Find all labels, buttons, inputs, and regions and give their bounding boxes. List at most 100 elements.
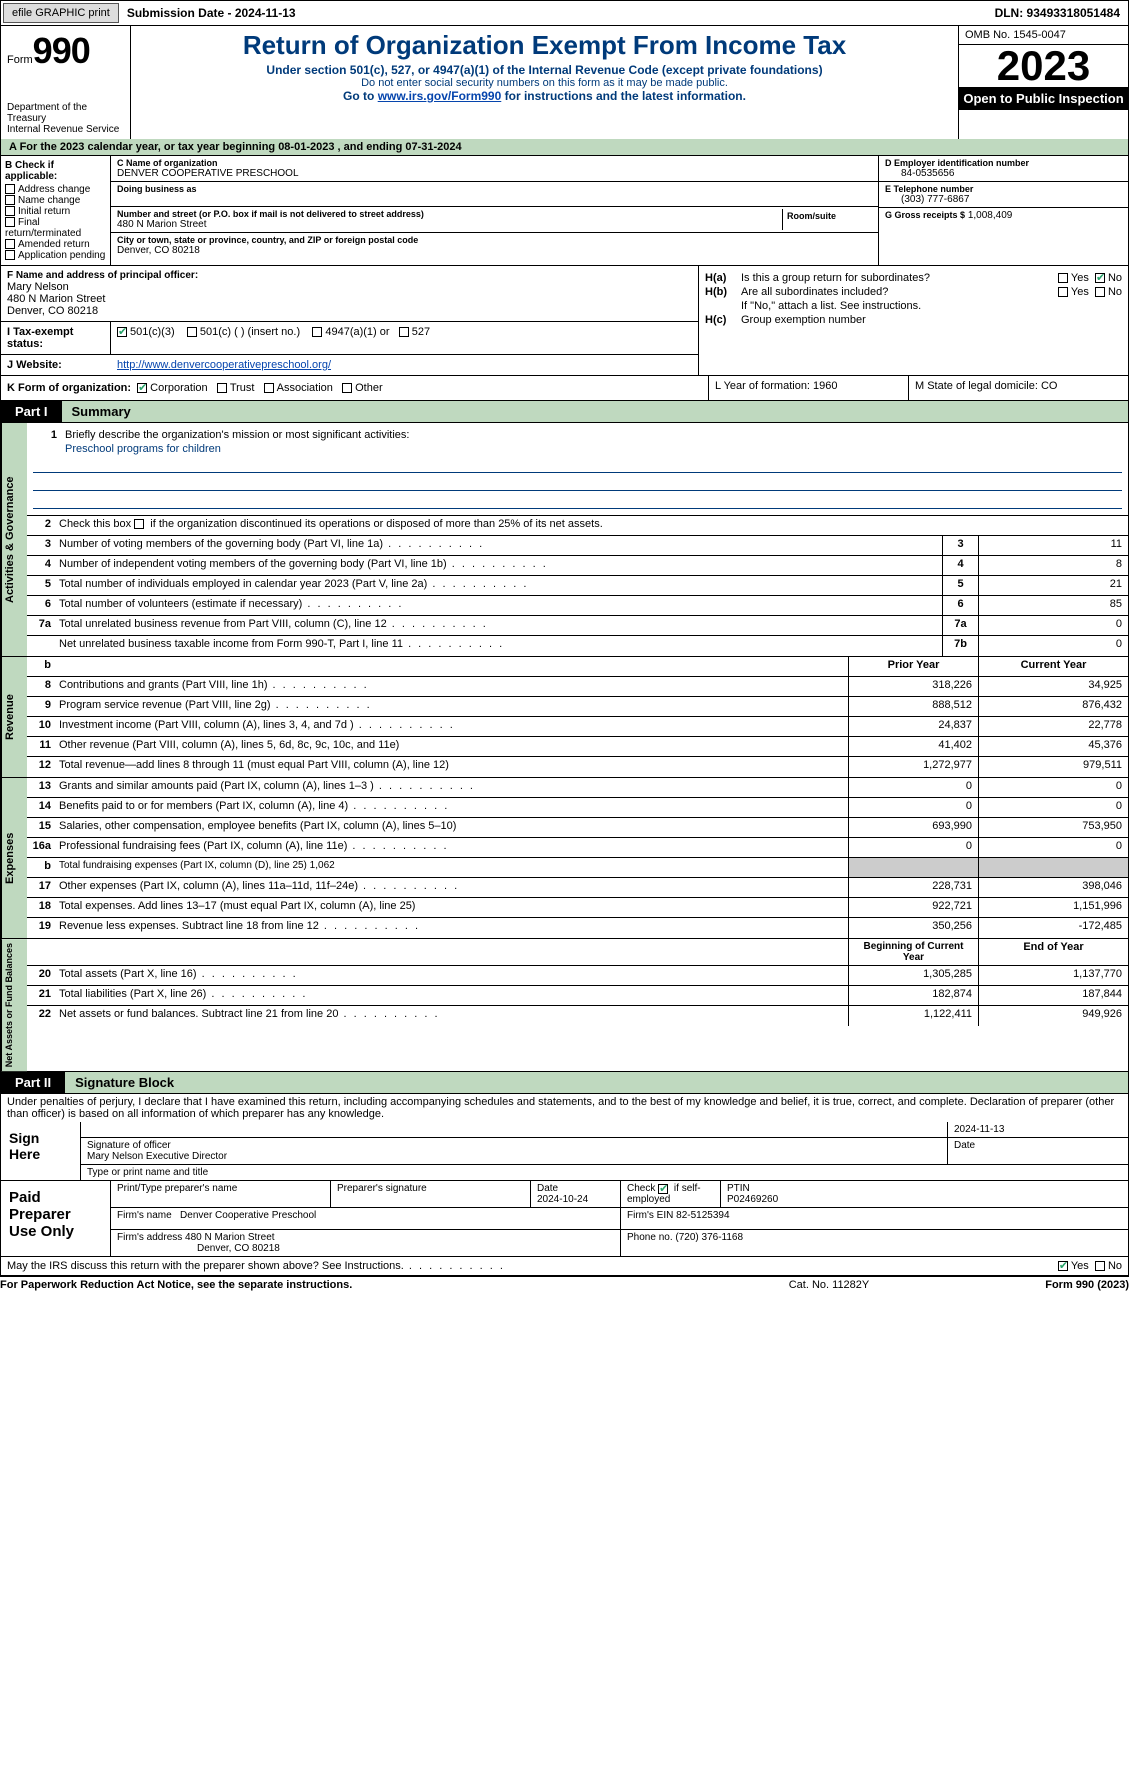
prep-h1: Print/Type preparer's name xyxy=(111,1181,331,1207)
line9-prior: 888,512 xyxy=(848,697,978,716)
checkbox-hb-yes[interactable] xyxy=(1058,287,1068,297)
line7b-val: 0 xyxy=(978,636,1128,656)
line7b-text: Net unrelated business taxable income fr… xyxy=(55,636,942,656)
checkbox-corporation[interactable] xyxy=(137,383,147,393)
checkbox-name-change[interactable] xyxy=(5,195,15,205)
efile-print-button[interactable]: efile GRAPHIC print xyxy=(3,3,119,23)
department: Department of the Treasury Internal Reve… xyxy=(7,102,124,135)
k-opt-2: Association xyxy=(277,382,333,394)
firm-ein: 82-5125394 xyxy=(676,1210,729,1221)
b-opt-3: Final return/terminated xyxy=(5,217,81,239)
part1-header: Part I Summary xyxy=(0,401,1129,423)
line16b-prior-grey xyxy=(848,858,978,877)
hb-text: Are all subordinates included? xyxy=(741,286,1012,298)
line11-prior: 41,402 xyxy=(848,737,978,756)
line21-text: Total liabilities (Part X, line 26) xyxy=(55,986,848,1005)
line17-curr: 398,046 xyxy=(978,878,1128,897)
discuss-row: May the IRS discuss this return with the… xyxy=(0,1257,1129,1276)
g-label: G Gross receipts $ xyxy=(885,210,965,220)
ein-value: 84-0535656 xyxy=(885,168,1122,179)
k-opt-0: Corporation xyxy=(150,382,207,394)
year-formation: L Year of formation: 1960 xyxy=(708,376,908,400)
i-opt-2: 4947(a)(1) or xyxy=(325,326,389,338)
checkbox-501c3[interactable] xyxy=(117,327,127,337)
checkbox-application-pending[interactable] xyxy=(5,250,15,260)
mission-text: Preschool programs for children xyxy=(33,443,1122,455)
discuss-no: No xyxy=(1108,1260,1122,1272)
line3-val: 11 xyxy=(978,536,1128,555)
checkbox-address-change[interactable] xyxy=(5,184,15,194)
part1-tag: Part I xyxy=(1,401,62,422)
line14-prior: 0 xyxy=(848,798,978,817)
checkbox-discuss-yes[interactable] xyxy=(1058,1261,1068,1271)
sig-date: 2024-11-13 xyxy=(948,1122,1128,1137)
checkbox-final-return[interactable] xyxy=(5,217,15,227)
line10-curr: 22,778 xyxy=(978,717,1128,736)
line10-text: Investment income (Part VIII, column (A)… xyxy=(55,717,848,736)
checkbox-hb-no[interactable] xyxy=(1095,287,1105,297)
checkbox-4947[interactable] xyxy=(312,327,322,337)
part2-tag: Part II xyxy=(1,1072,65,1093)
firm-addr2: Denver, CO 80218 xyxy=(117,1243,280,1254)
form-number: 990 xyxy=(33,30,90,71)
b-opt-4: Amended return xyxy=(18,239,90,250)
firm-label: Firm's name xyxy=(117,1210,172,1221)
ha-label: H(a) xyxy=(705,272,741,284)
form-link[interactable]: www.irs.gov/Form990 xyxy=(378,89,502,103)
box-b-label: B Check if applicable: xyxy=(5,160,106,182)
checkbox-self-employed[interactable] xyxy=(658,1184,668,1194)
checkbox-initial-return[interactable] xyxy=(5,206,15,216)
sig-date-label: Date xyxy=(948,1138,1128,1164)
summary-expenses: Expenses 13Grants and similar amounts pa… xyxy=(0,778,1129,939)
checkbox-trust[interactable] xyxy=(217,383,227,393)
checkbox-other[interactable] xyxy=(342,383,352,393)
signature-declaration: Under penalties of perjury, I declare th… xyxy=(0,1094,1129,1122)
header-info-row: B Check if applicable: Address change Na… xyxy=(0,156,1129,266)
i-opt-3: 527 xyxy=(412,326,430,338)
checkbox-ha-yes[interactable] xyxy=(1058,273,1068,283)
website-link[interactable]: http://www.denvercooperativepreschool.or… xyxy=(117,359,331,371)
c-city-label: City or town, state or province, country… xyxy=(117,235,872,245)
line13-prior: 0 xyxy=(848,778,978,797)
submission-date: Submission Date - 2024-11-13 xyxy=(121,6,302,20)
checkbox-line2[interactable] xyxy=(134,519,144,529)
tax-year: 2023 xyxy=(959,45,1128,87)
org-name: DENVER COOPERATIVE PRESCHOOL xyxy=(117,168,872,179)
checkbox-ha-no[interactable] xyxy=(1095,273,1105,283)
line8-prior: 318,226 xyxy=(848,677,978,696)
line21-curr: 187,844 xyxy=(978,986,1128,1005)
b-opt-2: Initial return xyxy=(18,206,70,217)
c-addr-label: Number and street (or P.O. box if mail i… xyxy=(117,209,782,219)
line7a-text: Total unrelated business revenue from Pa… xyxy=(55,616,942,635)
page-footer: For Paperwork Reduction Act Notice, see … xyxy=(0,1276,1129,1293)
line21-prior: 182,874 xyxy=(848,986,978,1005)
prep-h4-pre: Check xyxy=(627,1183,655,1194)
vlabel-revenue: Revenue xyxy=(1,657,27,777)
line16a-prior: 0 xyxy=(848,838,978,857)
officer-addr2: Denver, CO 80218 xyxy=(7,305,692,317)
line15-prior: 693,990 xyxy=(848,818,978,837)
state-domicile: M State of legal domicile: CO xyxy=(908,376,1128,400)
firm-addr1: 480 N Marion Street xyxy=(185,1232,275,1243)
line8-curr: 34,925 xyxy=(978,677,1128,696)
checkbox-amended-return[interactable] xyxy=(5,239,15,249)
org-street: 480 N Marion Street xyxy=(117,219,782,230)
i-label: I Tax-exempt status: xyxy=(1,322,111,354)
line13-text: Grants and similar amounts paid (Part IX… xyxy=(55,778,848,797)
k-label: K Form of organization: xyxy=(7,382,131,394)
footer-mid: Cat. No. 11282Y xyxy=(729,1279,929,1291)
part2-title: Signature Block xyxy=(65,1072,1128,1093)
line16a-text: Professional fundraising fees (Part IX, … xyxy=(55,838,848,857)
checkbox-527[interactable] xyxy=(399,327,409,337)
prep-date: 2024-10-24 xyxy=(537,1194,588,1205)
summary-governance: Activities & Governance 1Briefly describ… xyxy=(0,423,1129,657)
checkbox-501c[interactable] xyxy=(187,327,197,337)
line22-curr: 949,926 xyxy=(978,1006,1128,1026)
hc-label: H(c) xyxy=(705,314,741,326)
mission-blank-3 xyxy=(33,493,1122,509)
sign-here-block: Sign Here 2024-11-13 Signature of office… xyxy=(0,1122,1129,1181)
line20-curr: 1,137,770 xyxy=(978,966,1128,985)
line6-val: 85 xyxy=(978,596,1128,615)
checkbox-discuss-no[interactable] xyxy=(1095,1261,1105,1271)
checkbox-association[interactable] xyxy=(264,383,274,393)
